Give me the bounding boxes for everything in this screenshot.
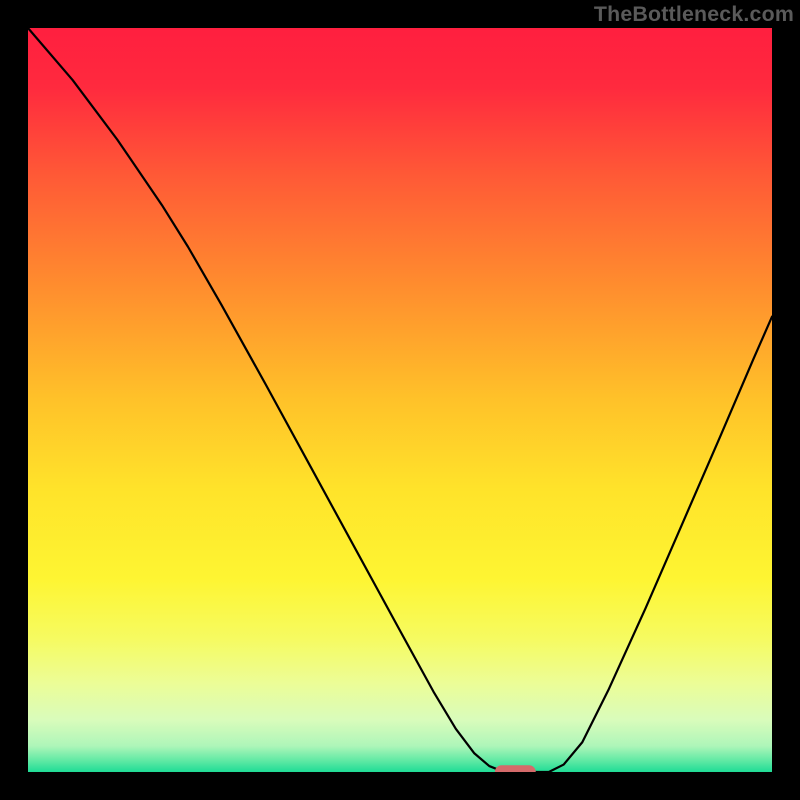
watermark-text: TheBottleneck.com xyxy=(594,2,794,27)
plot-background xyxy=(28,28,772,772)
optimal-marker xyxy=(495,765,536,772)
bottleneck-chart xyxy=(28,28,772,772)
